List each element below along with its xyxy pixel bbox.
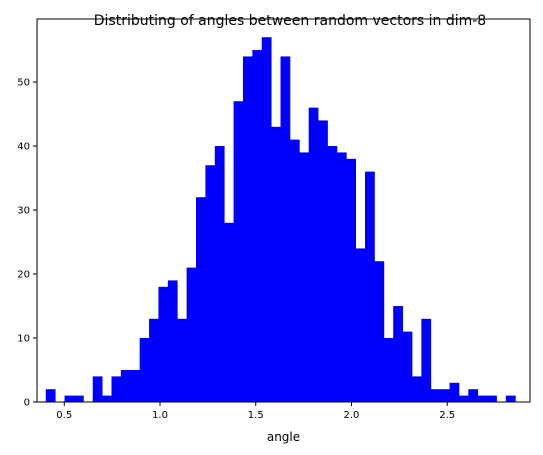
x-axis-label: angle xyxy=(267,430,300,444)
histogram-bar xyxy=(468,389,479,402)
x-tick-label: 1.0 xyxy=(152,410,168,421)
histogram-bar xyxy=(205,165,216,402)
histogram-bar xyxy=(167,280,178,402)
histogram-bar xyxy=(186,267,197,402)
histogram-bar xyxy=(505,395,516,402)
histogram-bar xyxy=(271,126,281,402)
histogram-bar xyxy=(224,222,234,402)
histogram-bar xyxy=(421,318,432,402)
histogram-bar xyxy=(308,107,319,403)
histogram-bar xyxy=(158,286,169,402)
histogram-bar xyxy=(374,261,385,402)
histogram-bar xyxy=(92,376,103,402)
histogram-bar xyxy=(45,389,56,402)
y-tick-label: 30 xyxy=(17,206,30,217)
histogram-bar xyxy=(440,389,450,402)
histogram-bar xyxy=(149,318,159,402)
histogram-bar xyxy=(139,338,150,402)
histogram-bar xyxy=(383,338,394,402)
histogram-bar xyxy=(411,376,422,402)
histogram-bar xyxy=(111,376,122,402)
histogram-bar xyxy=(233,101,244,402)
histogram-bar xyxy=(64,395,75,402)
x-tick-label: 1.5 xyxy=(248,410,264,421)
histogram-bar xyxy=(130,370,141,402)
histogram-bar xyxy=(252,50,263,403)
histogram-bar xyxy=(402,331,413,402)
histogram-bar xyxy=(261,37,272,402)
chart-title: Distributing of angles between random ve… xyxy=(94,13,486,29)
histogram-bar xyxy=(177,318,188,402)
histogram-bar xyxy=(477,395,488,402)
histogram-bar xyxy=(449,382,460,402)
y-tick-label: 20 xyxy=(17,270,30,281)
y-tick-label: 40 xyxy=(17,142,30,153)
histogram-bar xyxy=(214,146,225,402)
x-axis: 0.5 1.0 1.5 2.0 2.5 xyxy=(56,402,455,421)
histogram-bar xyxy=(102,395,112,402)
histogram-bar xyxy=(242,56,253,402)
histogram-bar xyxy=(393,306,403,402)
histogram-bar xyxy=(73,395,84,402)
y-axis: 0 10 20 30 40 50 xyxy=(17,78,37,409)
histogram-bar xyxy=(120,370,131,402)
x-tick-label: 2.5 xyxy=(439,410,455,421)
histogram-bar xyxy=(318,120,328,402)
bars-group xyxy=(45,37,516,403)
y-tick-label: 0 xyxy=(24,398,30,409)
histogram-bar xyxy=(458,395,469,402)
histogram-bar xyxy=(196,197,206,402)
histogram-bar xyxy=(487,395,497,402)
histogram-bar xyxy=(299,152,310,402)
y-tick-label: 50 xyxy=(17,78,30,89)
histogram-bar xyxy=(280,56,291,402)
histogram-bar xyxy=(289,139,300,403)
histogram-bar xyxy=(336,152,347,402)
x-tick-label: 2.0 xyxy=(344,410,360,421)
x-tick-label: 0.5 xyxy=(56,410,72,421)
histogram-bar xyxy=(365,171,375,402)
histogram-bar xyxy=(355,248,366,402)
histogram-bar xyxy=(346,158,357,402)
y-tick-label: 10 xyxy=(17,334,30,345)
histogram-bar xyxy=(327,146,338,402)
histogram-bar xyxy=(430,389,441,402)
